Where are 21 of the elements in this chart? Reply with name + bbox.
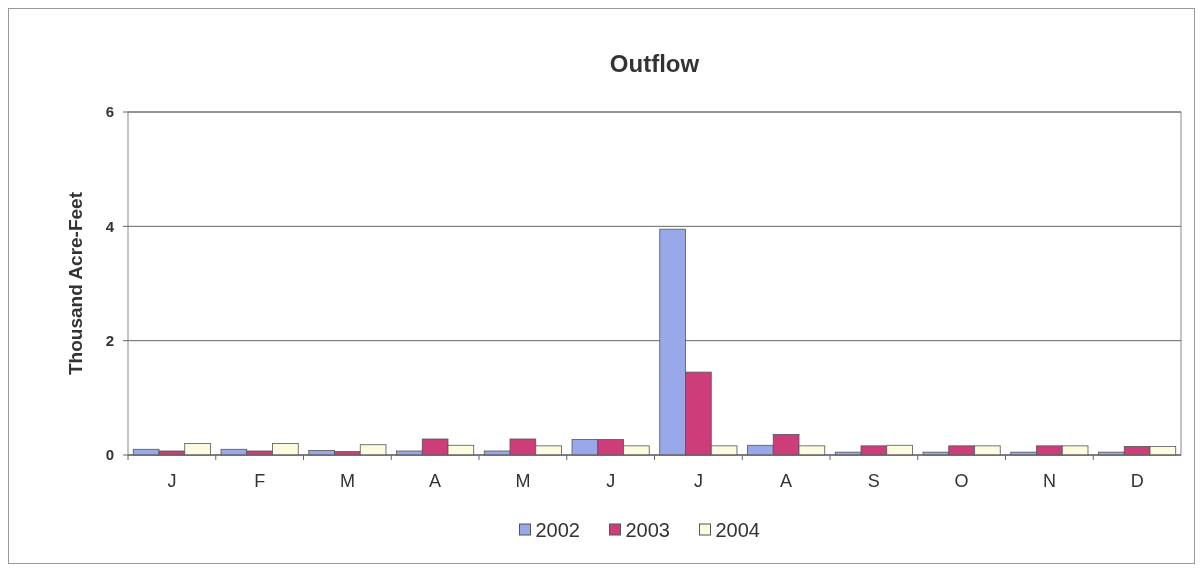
legend-label: 2002: [535, 519, 580, 541]
x-tick-label: S: [867, 471, 880, 491]
legend-label: 2004: [715, 519, 760, 541]
chart-title: Outflow: [609, 50, 700, 77]
x-tick-label: A: [429, 471, 442, 491]
x-tick-label: N: [1042, 471, 1056, 491]
x-tick-label: M: [515, 471, 531, 491]
x-tick-label: J: [693, 471, 703, 491]
y-tick-label: 2: [105, 331, 114, 349]
x-tick-label: J: [606, 471, 616, 491]
x-tick-label: D: [1130, 471, 1144, 491]
x-tick-label: F: [254, 471, 266, 491]
x-tick-label: M: [339, 471, 355, 491]
y-tick-label: 6: [105, 103, 114, 121]
y-tick-label: 0: [105, 446, 114, 464]
y-tick-label: 4: [105, 217, 115, 235]
y-axis-title: Thousand Acre-Feet: [65, 191, 86, 375]
x-tick-label: A: [780, 471, 793, 491]
x-tick-label: J: [167, 471, 177, 491]
legend-label: 2003: [625, 519, 670, 541]
x-tick-label: O: [954, 471, 969, 491]
